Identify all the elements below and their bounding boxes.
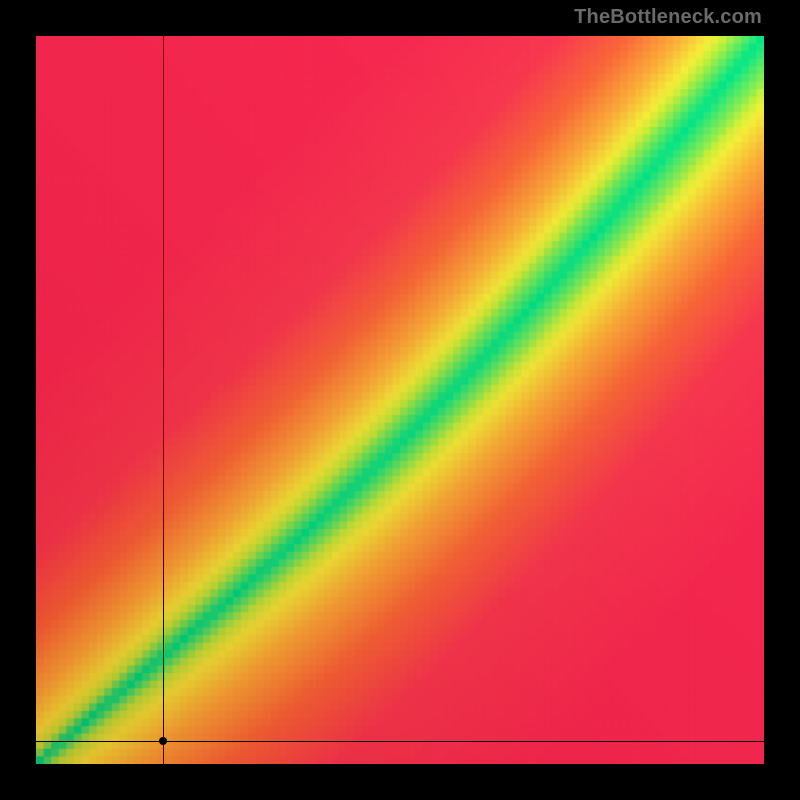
crosshair-vertical bbox=[163, 36, 164, 764]
crosshair-marker bbox=[159, 737, 167, 745]
plot-area bbox=[36, 36, 764, 764]
bottleneck-heatmap bbox=[36, 36, 764, 764]
crosshair-horizontal bbox=[36, 741, 764, 742]
attribution-text: TheBottleneck.com bbox=[574, 6, 762, 29]
